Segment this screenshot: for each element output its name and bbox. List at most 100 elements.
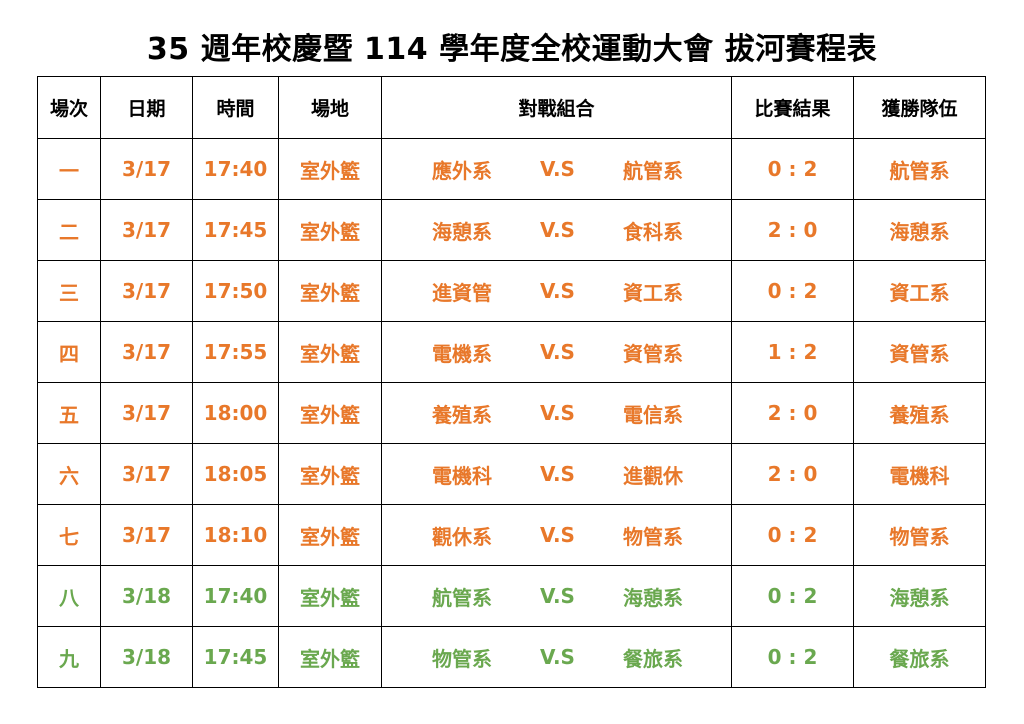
result-cell: 2 : 0 bbox=[731, 443, 854, 505]
winner-cell: 電機科 bbox=[853, 443, 986, 505]
result-cell: 2 : 0 bbox=[731, 199, 854, 261]
matchup-cell: 觀休系 V.S 物管系 bbox=[381, 504, 732, 566]
date-cell: 3/17 bbox=[100, 504, 193, 566]
table-row: 三 3/17 17:50 室外籃 進資管 V.S 資工系 0 : 2 資工系 bbox=[37, 260, 986, 322]
winner-cell: 資工系 bbox=[853, 260, 986, 322]
date-cell: 3/17 bbox=[100, 443, 193, 505]
page-title: 35 週年校慶暨 114 學年度全校運動大會 拔河賽程表 bbox=[146, 32, 878, 67]
header-matchup: 對戰組合 bbox=[381, 76, 732, 139]
date-cell: 3/17 bbox=[100, 138, 193, 200]
time-cell: 17:40 bbox=[192, 565, 279, 627]
time-cell: 17:40 bbox=[192, 138, 279, 200]
table-row: 九 3/18 17:45 室外籃 物管系 V.S 餐旅系 0 : 2 餐旅系 bbox=[37, 626, 986, 688]
vs-label: V.S bbox=[540, 157, 575, 181]
table-row: 六 3/17 18:05 室外籃 電機科 V.S 進觀休 2 : 0 電機科 bbox=[37, 443, 986, 505]
time-cell: 18:00 bbox=[192, 382, 279, 444]
time-cell: 17:55 bbox=[192, 321, 279, 383]
table-row: 八 3/18 17:40 室外籃 航管系 V.S 海憩系 0 : 2 海憩系 bbox=[37, 565, 986, 627]
header-result: 比賽結果 bbox=[731, 76, 854, 139]
result-cell: 0 : 2 bbox=[731, 138, 854, 200]
matchup-cell: 應外系 V.S 航管系 bbox=[381, 138, 732, 200]
matchup-cell: 進資管 V.S 資工系 bbox=[381, 260, 732, 322]
date-cell: 3/17 bbox=[100, 321, 193, 383]
result-cell: 0 : 2 bbox=[731, 504, 854, 566]
team-a: 電機科 bbox=[432, 463, 492, 488]
header-round: 場次 bbox=[37, 76, 101, 139]
schedule-table: 場次 日期 時間 場地 對戰組合 比賽結果 獲勝隊伍 一 3/17 17:40 … bbox=[37, 76, 986, 688]
time-cell: 18:05 bbox=[192, 443, 279, 505]
time-cell: 17:50 bbox=[192, 260, 279, 322]
venue-cell: 室外籃 bbox=[278, 504, 382, 566]
venue-cell: 室外籃 bbox=[278, 443, 382, 505]
winner-cell: 養殖系 bbox=[853, 382, 986, 444]
vs-label: V.S bbox=[540, 584, 575, 608]
team-a: 物管系 bbox=[432, 646, 492, 671]
date-cell: 3/17 bbox=[100, 199, 193, 261]
header-date: 日期 bbox=[100, 76, 193, 139]
venue-cell: 室外籃 bbox=[278, 321, 382, 383]
team-a: 養殖系 bbox=[432, 402, 492, 427]
vs-label: V.S bbox=[540, 279, 575, 303]
matchup-cell: 物管系 V.S 餐旅系 bbox=[381, 626, 732, 688]
venue-cell: 室外籃 bbox=[278, 138, 382, 200]
table-row: 四 3/17 17:55 室外籃 電機系 V.S 資管系 1 : 2 資管系 bbox=[37, 321, 986, 383]
matchup-cell: 電機系 V.S 資管系 bbox=[381, 321, 732, 383]
team-b: 資管系 bbox=[623, 341, 683, 366]
table-row: 二 3/17 17:45 室外籃 海憩系 V.S 食科系 2 : 0 海憩系 bbox=[37, 199, 986, 261]
venue-cell: 室外籃 bbox=[278, 565, 382, 627]
vs-label: V.S bbox=[540, 340, 575, 364]
venue-cell: 室外籃 bbox=[278, 626, 382, 688]
winner-cell: 餐旅系 bbox=[853, 626, 986, 688]
result-cell: 0 : 2 bbox=[731, 565, 854, 627]
round-cell: 二 bbox=[37, 199, 101, 261]
team-a: 海憩系 bbox=[432, 219, 492, 244]
date-cell: 3/18 bbox=[100, 626, 193, 688]
header-venue: 場地 bbox=[278, 76, 382, 139]
team-b: 食科系 bbox=[623, 219, 683, 244]
matchup-cell: 海憩系 V.S 食科系 bbox=[381, 199, 732, 261]
date-cell: 3/17 bbox=[100, 260, 193, 322]
winner-cell: 資管系 bbox=[853, 321, 986, 383]
team-b: 海憩系 bbox=[623, 585, 683, 610]
date-cell: 3/18 bbox=[100, 565, 193, 627]
result-cell: 2 : 0 bbox=[731, 382, 854, 444]
round-cell: 七 bbox=[37, 504, 101, 566]
venue-cell: 室外籃 bbox=[278, 382, 382, 444]
result-cell: 0 : 2 bbox=[731, 626, 854, 688]
round-cell: 一 bbox=[37, 138, 101, 200]
vs-label: V.S bbox=[540, 645, 575, 669]
winner-cell: 海憩系 bbox=[853, 565, 986, 627]
round-cell: 九 bbox=[37, 626, 101, 688]
table-row: 五 3/17 18:00 室外籃 養殖系 V.S 電信系 2 : 0 養殖系 bbox=[37, 382, 986, 444]
vs-label: V.S bbox=[540, 462, 575, 486]
result-cell: 0 : 2 bbox=[731, 260, 854, 322]
round-cell: 四 bbox=[37, 321, 101, 383]
team-a: 電機系 bbox=[432, 341, 492, 366]
result-cell: 1 : 2 bbox=[731, 321, 854, 383]
winner-cell: 物管系 bbox=[853, 504, 986, 566]
winner-cell: 海憩系 bbox=[853, 199, 986, 261]
round-cell: 六 bbox=[37, 443, 101, 505]
round-cell: 三 bbox=[37, 260, 101, 322]
matchup-cell: 電機科 V.S 進觀休 bbox=[381, 443, 732, 505]
team-b: 物管系 bbox=[623, 524, 683, 549]
team-b: 餐旅系 bbox=[623, 646, 683, 671]
venue-cell: 室外籃 bbox=[278, 260, 382, 322]
team-b: 進觀休 bbox=[623, 463, 683, 488]
time-cell: 17:45 bbox=[192, 199, 279, 261]
time-cell: 18:10 bbox=[192, 504, 279, 566]
team-a: 觀休系 bbox=[432, 524, 492, 549]
team-b: 資工系 bbox=[623, 280, 683, 305]
vs-label: V.S bbox=[540, 523, 575, 547]
round-cell: 八 bbox=[37, 565, 101, 627]
team-b: 航管系 bbox=[623, 158, 683, 183]
matchup-cell: 航管系 V.S 海憩系 bbox=[381, 565, 732, 627]
team-b: 電信系 bbox=[623, 402, 683, 427]
table-row: 一 3/17 17:40 室外籃 應外系 V.S 航管系 0 : 2 航管系 bbox=[37, 138, 986, 200]
venue-cell: 室外籃 bbox=[278, 199, 382, 261]
team-a: 航管系 bbox=[432, 585, 492, 610]
header-time: 時間 bbox=[192, 76, 279, 139]
team-a: 進資管 bbox=[432, 280, 492, 305]
date-cell: 3/17 bbox=[100, 382, 193, 444]
matchup-cell: 養殖系 V.S 電信系 bbox=[381, 382, 732, 444]
